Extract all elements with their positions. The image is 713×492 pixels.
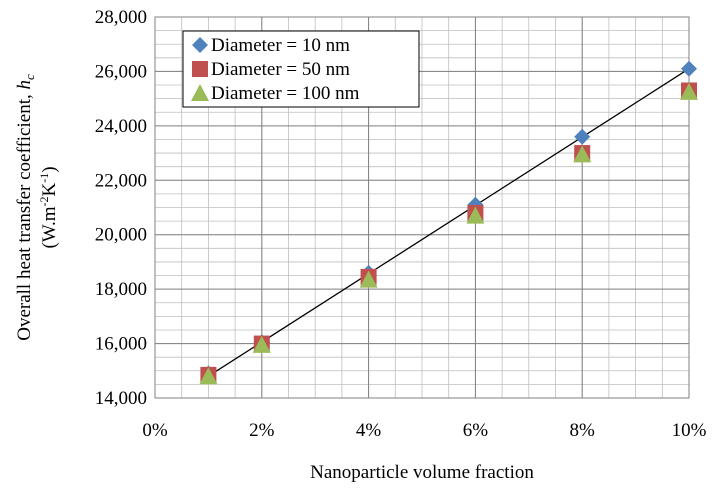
y-axis-title-subscript: c (22, 74, 37, 80)
trendline (208, 68, 690, 377)
y-tick-label: 16,000 (95, 334, 147, 355)
x-tick-label: 8% (570, 420, 596, 441)
x-tick-label: 4% (356, 420, 382, 441)
legend-marker-series-1 (192, 37, 208, 53)
y-tick-label: 18,000 (95, 279, 147, 300)
y-tick-label: 22,000 (95, 170, 147, 191)
x-tick-label: 6% (463, 420, 489, 441)
y-axis-unit-open: (W.m (39, 206, 60, 248)
y-tick-label: 14,000 (95, 388, 147, 409)
y-tick-label: 26,000 (95, 61, 147, 82)
legend-label: Diameter = 100 nm (211, 83, 360, 104)
x-tick-label: 0% (142, 420, 168, 441)
y-axis-title-symbol: h (14, 80, 35, 90)
y-axis-title: Overall heat transfer coefficient, hc (W… (14, 74, 60, 341)
y-axis-unit-k: K (39, 183, 60, 197)
data-point-series-3 (680, 82, 698, 100)
y-tick-label: 20,000 (95, 225, 147, 246)
y-axis-unit-sup1: -2 (37, 197, 51, 207)
data-point-series-3 (252, 335, 271, 353)
data-point-series-3 (359, 270, 378, 288)
data-point-series-1 (681, 60, 697, 77)
x-tick-labels: 0% 2% 4% 6% 8% 10% (142, 420, 706, 441)
legend-label: Diameter = 50 nm (211, 59, 350, 80)
y-axis-title-line2: (W.m-2K-1) (37, 166, 60, 248)
data-point-series-3 (199, 367, 218, 385)
legend-box (182, 30, 420, 108)
y-tick-label: 24,000 (95, 116, 147, 137)
data-markers (199, 60, 698, 385)
data-point-series-3 (573, 145, 592, 163)
legend: Diameter = 10 nm Diameter = 50 nm Diameter… (182, 30, 420, 108)
legend-marker-series-3 (191, 84, 209, 101)
x-tick-label: 2% (249, 420, 275, 441)
legend-label: Diameter = 10 nm (211, 35, 350, 56)
y-tick-label: 28,000 (95, 7, 147, 28)
data-point-series-3 (466, 206, 485, 224)
y-axis-title-main: Overall heat transfer coefficient, (14, 90, 35, 341)
y-tick-labels: 14,000 16,000 18,000 20,000 22,000 24,000 26,0… (95, 7, 147, 409)
data-point-series-1 (574, 128, 591, 145)
y-axis-unit-sup2: -1 (37, 173, 51, 183)
legend-marker-series-2 (192, 61, 208, 77)
y-axis-unit-close: ) (39, 166, 60, 172)
y-axis-title-line1: Overall heat transfer coefficient, hc (14, 74, 37, 341)
x-tick-label: 10% (672, 420, 707, 441)
x-axis-title: Nanoparticle volume fraction (310, 462, 534, 483)
plot-frame (154, 16, 690, 399)
